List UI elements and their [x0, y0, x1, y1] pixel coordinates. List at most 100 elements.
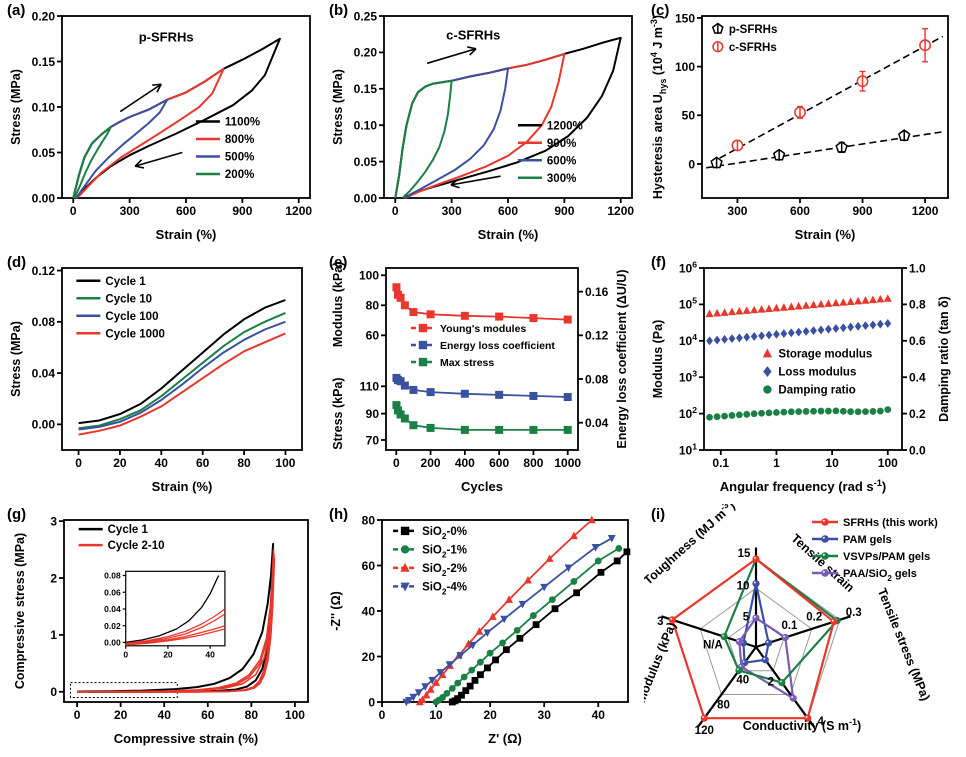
svg-text:0.00: 0.00	[354, 191, 378, 205]
svg-text:2: 2	[768, 677, 774, 689]
svg-text:0.06: 0.06	[104, 587, 121, 597]
svg-text:10: 10	[825, 456, 839, 470]
svg-text:104: 104	[679, 332, 697, 348]
svg-text:0.04: 0.04	[585, 416, 609, 430]
svg-text:Compressive stress (MPa): Compressive stress (MPa)	[13, 533, 27, 689]
svg-text:-Z'' (Ω): -Z'' (Ω)	[329, 591, 343, 631]
svg-text:0.08: 0.08	[104, 571, 121, 581]
panel-g-chart: 0 20 40 60 80 100 0 1 2 3 Compressive strain (%) Co…	[13, 514, 309, 746]
svg-text:Modulus (kPa): Modulus (kPa)	[644, 620, 679, 704]
svg-text:20: 20	[113, 456, 127, 470]
svg-text:15: 15	[738, 548, 751, 560]
svg-text:3: 3	[657, 616, 663, 628]
svg-text:1100%: 1100%	[225, 117, 260, 129]
svg-text:20: 20	[114, 708, 128, 722]
svg-text:106: 106	[679, 259, 697, 275]
svg-text:Stress (MPa): Stress (MPa)	[331, 69, 345, 145]
svg-text:600%: 600%	[547, 155, 576, 167]
svg-text:300%: 300%	[547, 173, 576, 185]
svg-text:200%: 200%	[225, 169, 254, 181]
svg-text:Cycle 1: Cycle 1	[108, 524, 149, 536]
svg-text:0.1: 0.1	[781, 620, 798, 632]
svg-text:Strain (%): Strain (%)	[795, 227, 856, 242]
svg-text:Strain (%): Strain (%)	[152, 479, 213, 494]
svg-text:20: 20	[483, 708, 497, 722]
svg-text:0: 0	[688, 157, 695, 171]
svg-text:0.08: 0.08	[32, 315, 56, 329]
svg-text:Z' (Ω): Z' (Ω)	[488, 731, 522, 746]
svg-text:Angular frequency (rad s-1): Angular frequency (rad s-1)	[720, 478, 887, 494]
svg-text:1200: 1200	[912, 204, 939, 218]
panel-h-chart: 0 10 20 30 40 0 20 40 60 80 Z' (Ω) -Z'' (Ω) SiO2-0% S…	[329, 513, 631, 746]
svg-text:Stress (MPa): Stress (MPa)	[9, 69, 23, 145]
svg-text:Tensile stress (MPa): Tensile stress (MPa)	[875, 586, 933, 702]
svg-text:100: 100	[675, 60, 695, 74]
svg-text:102: 102	[679, 405, 697, 421]
svg-text:600: 600	[176, 204, 196, 218]
svg-text:0: 0	[123, 649, 128, 659]
svg-text:0.2: 0.2	[909, 407, 926, 421]
svg-text:SiO2-2%: SiO2-2%	[422, 563, 467, 578]
panel-a-label: (a)	[7, 2, 26, 19]
svg-text:60: 60	[366, 329, 380, 343]
svg-text:Strain (%): Strain (%)	[478, 227, 539, 242]
svg-text:60: 60	[362, 559, 376, 573]
svg-text:PAA/SiO2 gels: PAA/SiO2 gels	[843, 568, 917, 583]
svg-text:Compressive strain (%): Compressive strain (%)	[114, 731, 259, 746]
svg-text:70: 70	[366, 433, 380, 447]
svg-text:Stress (MPa): Stress (MPa)	[9, 321, 23, 397]
svg-text:10: 10	[429, 708, 443, 722]
svg-text:10: 10	[737, 580, 750, 592]
svg-text:900: 900	[232, 204, 252, 218]
svg-text:0.00: 0.00	[32, 418, 56, 432]
svg-text:Modulus (kPa): Modulus (kPa)	[331, 262, 345, 347]
svg-text:40: 40	[736, 675, 749, 687]
panel-f-chart: 0.1 1 10 100 101 102 103 104 105 106 0.0 0.2 0.4 0.6 0…	[651, 259, 951, 494]
svg-text:300: 300	[120, 204, 140, 218]
svg-text:0.25: 0.25	[354, 9, 378, 23]
svg-text:Cycle 2-10: Cycle 2-10	[108, 540, 165, 552]
panel-b: (b) 0 300 600 900 1200 0.00 0.05 0.10 0.15 0.20 0.…	[322, 0, 644, 252]
svg-text:0: 0	[75, 456, 82, 470]
svg-text:0.4: 0.4	[909, 371, 926, 385]
svg-text:80: 80	[362, 513, 376, 527]
svg-text:100: 100	[275, 456, 295, 470]
svg-text:3: 3	[50, 514, 57, 528]
svg-text:600: 600	[790, 204, 810, 218]
svg-text:500%: 500%	[225, 152, 254, 164]
svg-text:1.0: 1.0	[909, 261, 926, 275]
svg-text:0.05: 0.05	[32, 146, 56, 160]
svg-text:100: 100	[285, 708, 305, 722]
panel-d-chart: 0 20 40 60 80 100 0.00 0.04 0.08 0.12 Strain (%) St…	[9, 264, 303, 494]
svg-text:0.6: 0.6	[909, 334, 926, 348]
svg-text:Cycles: Cycles	[461, 479, 503, 494]
panel-b-chart: 0 300 600 900 1200 0.00 0.05 0.10 0.15 0.20 0.25 St…	[331, 9, 634, 242]
svg-text:600: 600	[489, 456, 509, 470]
svg-text:Energy loss coefficient (ΔU/U): Energy loss coefficient (ΔU/U)	[615, 269, 629, 448]
svg-text:0.00: 0.00	[104, 637, 121, 647]
svg-text:80: 80	[366, 299, 380, 313]
svg-text:0.02: 0.02	[104, 621, 121, 631]
svg-text:900%: 900%	[547, 138, 576, 150]
panel-b-label: (b)	[329, 2, 349, 19]
svg-text:Storage modulus: Storage modulus	[778, 349, 872, 361]
svg-text:40: 40	[362, 604, 376, 618]
svg-text:800: 800	[523, 456, 543, 470]
svg-text:5: 5	[743, 612, 750, 624]
svg-text:0.12: 0.12	[585, 329, 609, 343]
panel-c-chart: 300 600 900 1200 0 50 100 150 Strain (%) Hysteres…	[649, 11, 949, 242]
svg-text:60: 60	[201, 708, 215, 722]
svg-text:0: 0	[50, 685, 57, 699]
panel-i: (i) 5 10 15 Tensile strain 0.1 0.2 0.3 Tensile …	[644, 504, 966, 757]
svg-text:N/A: N/A	[703, 640, 723, 652]
svg-text:900: 900	[554, 204, 574, 218]
svg-text:0.16: 0.16	[585, 285, 609, 299]
svg-text:101: 101	[679, 441, 697, 457]
svg-text:0.3: 0.3	[846, 607, 862, 619]
svg-text:0.12: 0.12	[32, 264, 56, 278]
svg-text:Damping ratio (tan δ): Damping ratio (tan δ)	[937, 296, 951, 422]
svg-text:c-SFRHs: c-SFRHs	[446, 28, 500, 43]
svg-text:c-SFRHs: c-SFRHs	[729, 42, 777, 54]
svg-text:PAM gels: PAM gels	[843, 534, 892, 546]
